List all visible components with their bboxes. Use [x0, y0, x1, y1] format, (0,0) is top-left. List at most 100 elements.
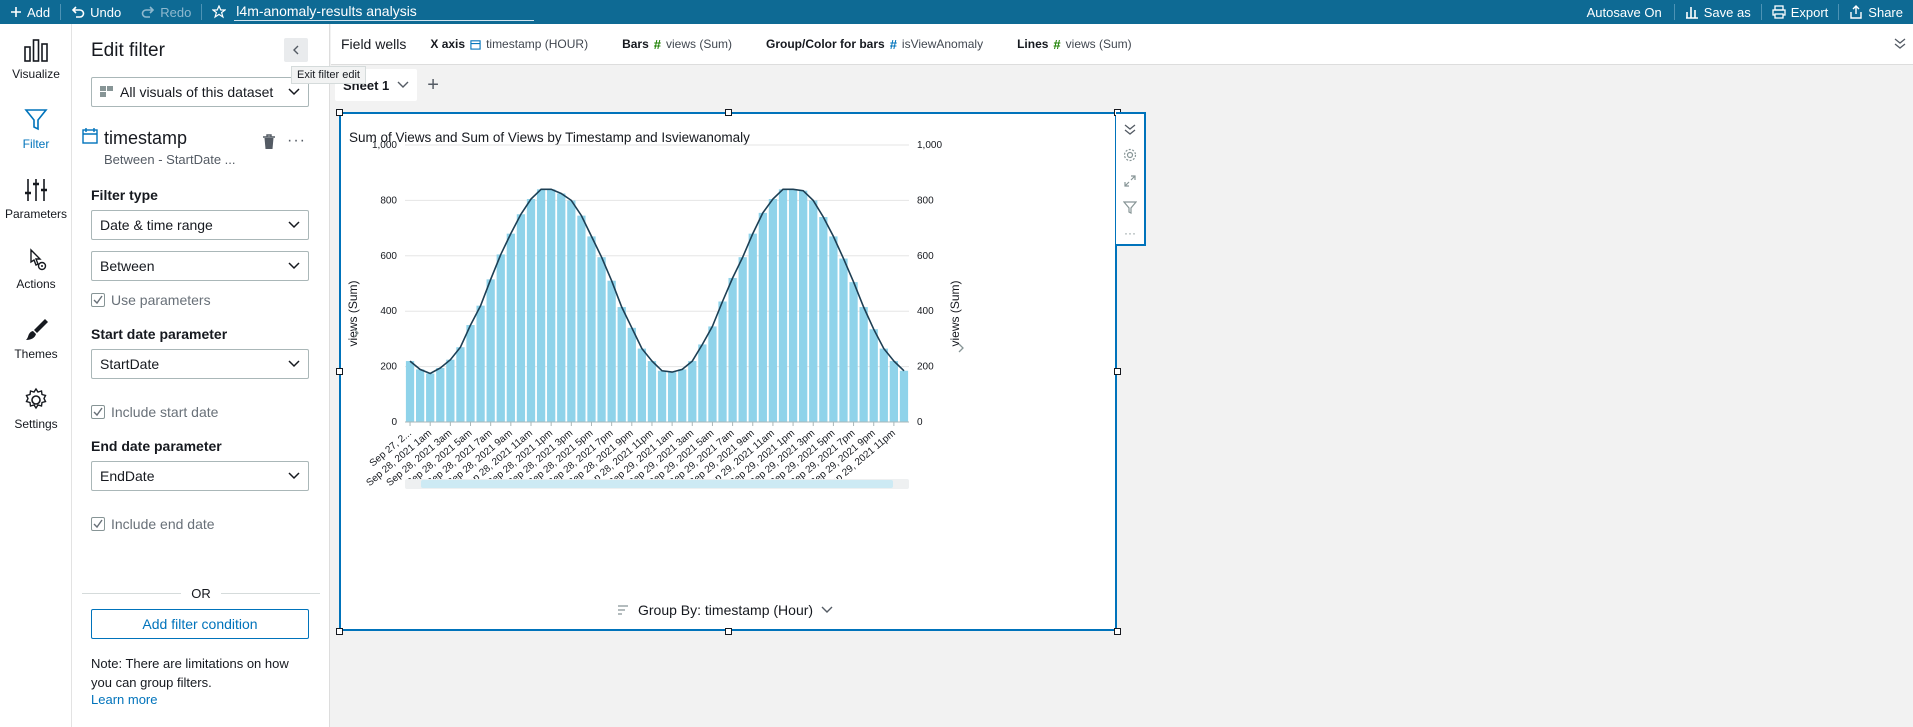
bar — [849, 282, 858, 422]
filter-scope-select[interactable]: All visuals of this dataset — [91, 77, 309, 107]
condition-select[interactable]: Between — [91, 251, 309, 281]
nav-settings[interactable]: Settings — [0, 374, 72, 444]
favorite-button[interactable] — [202, 0, 230, 24]
add-button[interactable]: Add — [0, 0, 60, 24]
chevron-down-icon — [288, 360, 300, 368]
y-tick-label: 1,000 — [372, 140, 397, 151]
bar — [567, 200, 576, 422]
field-wells-title: Field wells — [341, 36, 407, 52]
y-axis-title: views (Sum) — [346, 280, 360, 346]
bar — [547, 189, 556, 422]
divider — [1673, 4, 1675, 20]
chevron-down-icon — [397, 81, 409, 88]
resize-handle[interactable] — [725, 109, 732, 116]
undo-button[interactable]: Undo — [61, 0, 131, 24]
bar — [446, 359, 455, 422]
bar — [657, 370, 667, 422]
nav-filter[interactable]: Filter — [0, 94, 72, 164]
bar — [758, 212, 767, 422]
sliders-icon — [25, 179, 47, 201]
bar-chart-icon — [1685, 7, 1698, 19]
bar — [597, 257, 606, 422]
use-parameters-checkbox[interactable]: Use parameters — [91, 292, 211, 308]
nav-settings-label: Settings — [14, 417, 58, 431]
gear-icon — [25, 387, 47, 410]
nav-parameters[interactable]: Parameters — [0, 164, 72, 234]
bar — [536, 189, 546, 422]
more-options-icon[interactable]: ··· — [1124, 226, 1136, 240]
use-parameters-label: Use parameters — [111, 292, 211, 308]
expand-field-wells-icon[interactable] — [1893, 36, 1907, 50]
bar — [426, 373, 435, 422]
add-filter-condition-button[interactable]: Add filter condition — [91, 609, 309, 639]
divider — [1838, 4, 1840, 20]
y-tick-label: 400 — [380, 306, 397, 317]
bar — [405, 361, 415, 422]
filter-scope-value: All visuals of this dataset — [120, 84, 274, 100]
top-bar: Add Undo Redo l4m-anomaly-results analys… — [0, 0, 1913, 24]
exit-filter-edit-tooltip: Exit filter edit — [291, 66, 366, 84]
chevron-down-icon — [821, 606, 833, 613]
resize-handle[interactable] — [336, 109, 343, 116]
save-as-label: Save as — [1703, 4, 1751, 20]
y-right-tick-label: 800 — [917, 195, 934, 206]
bar — [728, 277, 737, 422]
bar — [456, 347, 465, 422]
nav-filter-label: Filter — [22, 137, 50, 151]
chevron-down-icon — [288, 221, 300, 229]
redo-button[interactable]: Redo — [131, 0, 201, 24]
more-options-icon[interactable]: ··· — [287, 132, 306, 149]
chevron-down-icon — [288, 88, 300, 96]
bar — [788, 189, 798, 422]
resize-handle[interactable] — [1114, 628, 1121, 635]
resize-handle[interactable] — [725, 628, 732, 635]
hash-icon: # — [1053, 36, 1061, 52]
divider-line — [220, 592, 320, 594]
field-wells: Field wells X axis timestamp (HOUR) Bars… — [331, 24, 1913, 65]
group-color-well[interactable]: Group/Color for bars # isViewAnomaly — [766, 37, 983, 52]
resize-handle[interactable] — [1114, 368, 1121, 375]
filter-icon[interactable] — [1121, 198, 1139, 216]
divider-line — [82, 592, 182, 594]
add-sheet-button[interactable]: + — [427, 73, 439, 96]
bar — [415, 369, 425, 422]
include-end-checkbox[interactable]: Include end date — [91, 516, 215, 532]
export-button[interactable]: Export — [1762, 0, 1839, 24]
calendar-icon — [82, 128, 98, 144]
include-start-checkbox[interactable]: Include start date — [91, 404, 218, 420]
group-by-control[interactable]: Group By: timestamp (Hour) — [616, 602, 833, 618]
end-date-select[interactable]: EndDate — [91, 461, 309, 491]
analysis-title-input[interactable]: l4m-anomaly-results analysis — [234, 3, 535, 21]
filter-type-select[interactable]: Date & time range — [91, 210, 309, 240]
start-date-value: StartDate — [100, 356, 160, 372]
lines-well[interactable]: Lines # views (Sum) — [1017, 37, 1132, 52]
bar — [738, 257, 747, 422]
bar — [637, 348, 647, 422]
nav-themes[interactable]: Themes — [0, 304, 72, 374]
bars-well[interactable]: Bars # views (Sum) — [622, 37, 732, 52]
chevron-right-icon — [958, 343, 964, 353]
learn-more-link[interactable]: Learn more — [91, 692, 158, 707]
filter-icon — [24, 109, 48, 131]
nav-visualize[interactable]: Visualize — [0, 24, 72, 94]
nav-visualize-label: Visualize — [12, 67, 60, 81]
exit-filter-edit-button[interactable] — [284, 38, 308, 62]
resize-handle[interactable] — [336, 368, 343, 375]
collapse-visual-icon[interactable] — [1121, 120, 1139, 138]
resize-handle[interactable] — [336, 628, 343, 635]
end-date-value: EndDate — [100, 468, 155, 484]
bar — [486, 279, 495, 422]
nav-actions[interactable]: Actions — [0, 234, 72, 304]
bar — [496, 254, 505, 422]
save-as-button[interactable]: Save as — [1675, 0, 1761, 24]
y-right-tick-label: 200 — [917, 362, 934, 373]
gear-icon[interactable] — [1121, 146, 1139, 164]
xaxis-well[interactable]: X axis timestamp (HOUR) — [430, 37, 588, 51]
expand-icon[interactable] — [1121, 172, 1139, 190]
bar — [748, 233, 757, 422]
divider — [60, 4, 62, 20]
share-button[interactable]: Share — [1839, 0, 1913, 24]
start-date-select[interactable]: StartDate — [91, 349, 309, 379]
bar — [799, 190, 808, 422]
trash-icon[interactable] — [262, 134, 276, 150]
